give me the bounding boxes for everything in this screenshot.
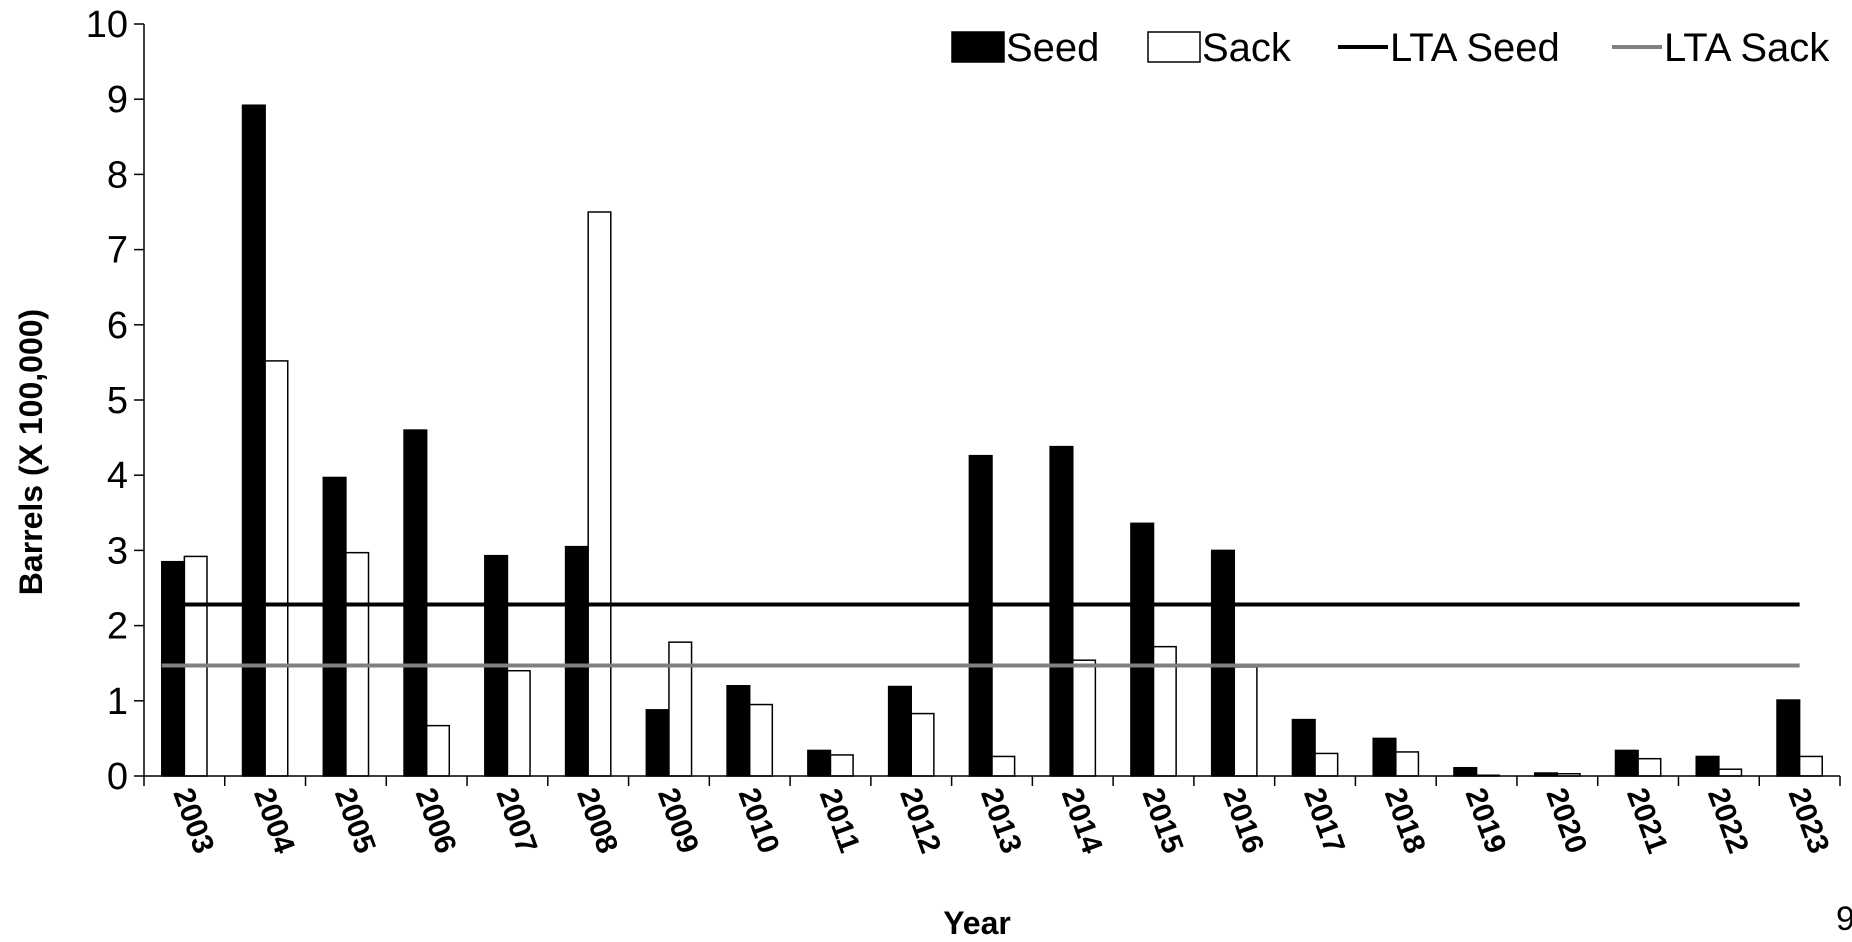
x-tick-label: 2019 — [1459, 784, 1513, 858]
bar-seed-2012 — [887, 685, 912, 777]
bar-sack-2016 — [1233, 666, 1258, 777]
bar-seed-2017 — [1291, 718, 1316, 777]
y-axis-title: Barrels (X 100,000) — [13, 309, 49, 595]
bar-seed-2016 — [1210, 549, 1236, 777]
x-tick-label: 2011 — [813, 785, 866, 857]
bar-seed-2018 — [1372, 737, 1397, 777]
y-tick-label: 0 — [107, 756, 128, 798]
bar-sack-2017 — [1314, 752, 1339, 777]
bar-seed-2023 — [1776, 699, 1801, 777]
bar-sack-2018 — [1395, 751, 1420, 777]
bar-sack-2008 — [587, 211, 612, 777]
bar-seed-2004 — [241, 104, 266, 777]
page-number: 9 — [1836, 900, 1852, 938]
bar-sack-2021 — [1637, 757, 1662, 777]
bar-seed-2009 — [645, 709, 670, 777]
y-tick-labels: 0 1 2 3 4 5 6 7 8 9 10 — [86, 4, 128, 798]
x-tick-label: 2018 — [1378, 784, 1432, 858]
bar-seed-2008 — [564, 545, 589, 777]
x-tick-label: 2010 — [732, 784, 786, 858]
legend-label-lta-sack: LTA Sack — [1664, 26, 1830, 70]
legend-swatch-seed — [951, 31, 1005, 63]
x-tick-label: 2003 — [166, 784, 220, 858]
bar-seed-2022 — [1695, 755, 1720, 777]
y-tick-label: 3 — [107, 530, 128, 572]
bar-seed-2003 — [161, 560, 186, 777]
axes-layer — [134, 23, 1841, 786]
x-tick-label: 2009 — [651, 784, 705, 858]
x-tick-label: 2016 — [1216, 784, 1270, 858]
bar-seed-2013 — [968, 454, 993, 777]
bars-layer — [161, 104, 1823, 777]
y-tick-label: 10 — [86, 4, 128, 46]
y-tick-label: 7 — [107, 230, 128, 272]
bar-sack-2004 — [264, 360, 289, 777]
x-tick-label: 2005 — [328, 784, 382, 858]
bar-sack-2007 — [506, 669, 531, 777]
bar-seed-2005 — [322, 476, 347, 777]
bar-seed-2021 — [1614, 749, 1639, 777]
legend-label-lta-seed: LTA Seed — [1390, 26, 1560, 70]
bar-sack-2010 — [748, 703, 774, 777]
x-tick-labels: 2003 2004 2005 2006 2007 2008 2009 2010 2011 2012… — [166, 784, 1835, 858]
bar-sack-2009 — [668, 641, 693, 777]
x-tick-label: 2012 — [893, 784, 947, 858]
x-tick-label: 2021 — [1620, 784, 1674, 858]
y-tick-label: 4 — [107, 455, 128, 497]
bar-sack-2014 — [1072, 659, 1097, 777]
y-tick-label: 6 — [107, 305, 128, 347]
lta-lines-layer — [161, 602, 1800, 668]
x-tick-label: 2004 — [247, 784, 301, 858]
bar-sack-2006 — [425, 724, 451, 777]
bar-seed-2010 — [726, 685, 751, 777]
x-tick-label: 2014 — [1055, 784, 1109, 858]
bar-seed-2014 — [1049, 445, 1074, 777]
legend-label-seed: Seed — [1006, 26, 1099, 70]
x-tick-label: 2022 — [1701, 784, 1755, 858]
bar-seed-2015 — [1130, 522, 1155, 777]
y-tick-label: 1 — [107, 681, 128, 723]
bar-sack-2022 — [1718, 768, 1743, 777]
x-tick-label: 2020 — [1539, 784, 1593, 858]
legend: Seed Sack LTA Seed LTA Sack — [951, 26, 1830, 70]
bar-sack-2023 — [1798, 755, 1823, 777]
x-tick-label: 2023 — [1782, 784, 1836, 858]
legend-swatch-sack — [1147, 31, 1201, 63]
bar-sack-2013 — [991, 755, 1016, 777]
bar-seed-2011 — [807, 749, 832, 777]
x-tick-label: 2007 — [489, 784, 543, 858]
y-tick-label: 8 — [107, 154, 128, 196]
x-tick-label: 2015 — [1136, 784, 1190, 858]
bar-seed-2019 — [1453, 766, 1478, 777]
x-tick-label: 2006 — [409, 784, 463, 858]
legend-label-sack: Sack — [1202, 26, 1292, 70]
x-tick-label: 2017 — [1297, 784, 1351, 858]
x-tick-label: 2008 — [570, 784, 624, 858]
x-tick-label: 2013 — [974, 784, 1028, 858]
y-tick-label: 9 — [107, 79, 128, 121]
y-tick-label: 5 — [107, 380, 128, 422]
y-tick-label: 2 — [107, 606, 128, 648]
bar-sack-2012 — [910, 712, 935, 777]
bar-sack-2011 — [829, 754, 854, 777]
x-axis-title: Year — [943, 905, 1011, 941]
